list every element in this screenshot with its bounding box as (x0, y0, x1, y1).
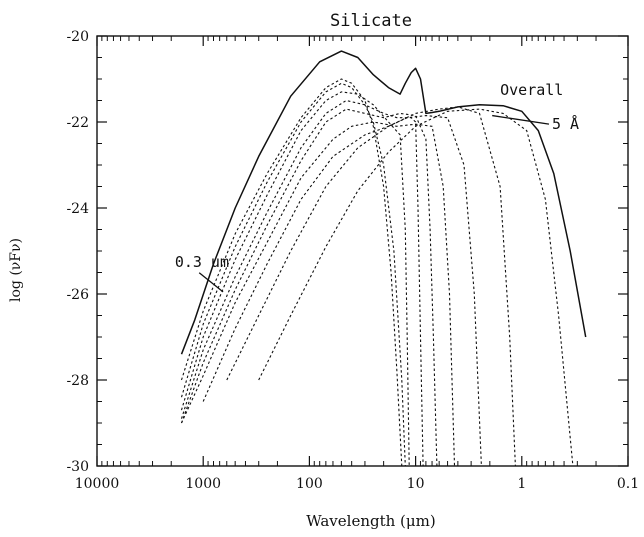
series-line-size-3 (180, 91, 410, 467)
plot-frame (96, 35, 629, 467)
x-tick-label: 10000 (75, 476, 120, 492)
series-group (180, 50, 587, 467)
x-tick-label: 1 (517, 476, 526, 492)
annotation-label: 0.3 um (175, 253, 229, 271)
annotation-group: Overall 5 Å 0.3 um (175, 81, 579, 293)
series-line-size-7 (202, 115, 482, 467)
series-line-size-4 (180, 99, 424, 467)
annotation-pointer (198, 272, 224, 293)
y-tick-label: -22 (66, 115, 89, 131)
series-line-overall (180, 50, 587, 355)
y-tick-label: -26 (66, 287, 89, 303)
x-axis-label: Wavelength (μm) (306, 512, 435, 530)
series-line-size-1 (180, 78, 403, 467)
axes-group: 10000 1000 100 10 1 0.1 -20 -22 -24 -26 -28 -30 (66, 29, 639, 492)
x-tick-label: 1000 (185, 476, 221, 492)
series-line-size-9 (258, 108, 574, 467)
x-tick-label: 0.1 (617, 476, 639, 492)
annotation-label: Overall (500, 81, 563, 99)
annotation-pointer (492, 114, 550, 125)
series-line-size-5 (180, 108, 438, 467)
series-line-size-2 (180, 82, 406, 467)
annotation-label: 5 Å (552, 114, 579, 133)
series-line-size-6 (181, 121, 456, 467)
x-tick-label: 100 (296, 476, 323, 492)
series-line-size-8 (226, 106, 516, 467)
y-tick-label: -30 (66, 459, 89, 475)
y-tick-label: -24 (66, 201, 89, 217)
y-tick-label: -20 (66, 29, 89, 45)
x-tick-label: 10 (407, 476, 425, 492)
y-tick-label: -28 (66, 373, 89, 389)
chart-title: Silicate (330, 11, 412, 31)
y-axis-label: log (νFν) (8, 238, 24, 302)
